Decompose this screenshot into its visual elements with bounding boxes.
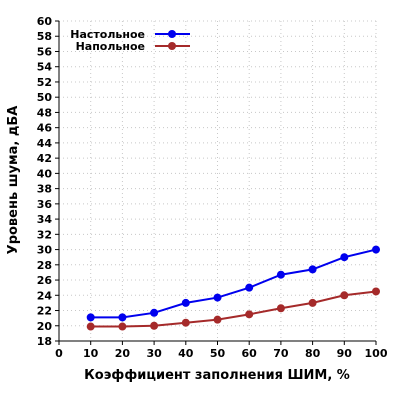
y-tick-label: 60 [37,15,53,28]
data-point [118,322,127,331]
x-tick-label: 10 [83,347,99,360]
y-tick-label: 50 [37,91,53,104]
data-point [213,315,222,324]
y-tick-label: 48 [37,106,52,119]
data-point [245,310,254,319]
data-point [181,298,190,307]
data-point [150,321,159,330]
series-line-2 [90,290,377,328]
y-tick-label: 22 [37,305,52,318]
y-tick-label: 54 [37,61,53,74]
x-tick-label: 60 [242,347,258,360]
data-point [276,270,285,279]
y-tick-label: 32 [37,228,52,241]
data-point [245,283,254,292]
legend-label: Настольное [70,28,145,41]
x-tick-label: 80 [305,347,321,360]
data-point [308,298,317,307]
legend-swatch-marker [168,42,176,50]
x-tick-label: 70 [273,347,289,360]
legend-swatch-marker [168,30,176,38]
y-tick-label: 42 [37,152,52,165]
data-point [340,291,349,300]
y-tick-label: 46 [37,122,53,135]
x-tick-label: 20 [115,347,131,360]
y-tick-label: 26 [37,274,53,287]
data-point [181,318,190,327]
x-tick-label: 50 [210,347,226,360]
series-group [86,245,380,331]
y-tick-label: 24 [37,289,53,302]
x-tick-label: 90 [337,347,353,360]
x-tick-label: 0 [55,347,63,360]
data-point [372,287,380,296]
data-point [276,304,285,313]
x-axis-title: Коэффициент заполнения ШИМ, % [84,368,350,383]
y-tick-label: 52 [37,76,52,89]
y-axis-title: Уровень шума, дБА [6,106,21,255]
y-tick-label: 40 [37,167,53,180]
data-point [86,313,95,322]
y-tick-label: 44 [37,137,53,150]
data-point [308,265,317,274]
y-tick-label: 20 [37,320,53,333]
x-tick-label: 40 [178,347,194,360]
data-point [340,253,349,262]
y-tick-label: 36 [37,198,53,211]
y-tick-label: 56 [37,45,53,58]
data-point [150,308,159,317]
y-tick-label: 34 [37,213,53,226]
y-tick-label: 30 [37,244,53,257]
x-tick-label: 100 [365,347,388,360]
legend-label: Напольное [76,40,145,53]
y-tick-label: 38 [37,183,52,196]
axes: 0 10 20 30 40 50 60 70 80 90 100 18 20 22 24 26 28 30 32 34… [37,15,388,360]
series-line-1 [90,248,377,319]
data-point [372,245,380,254]
y-tick-label: 28 [37,259,52,272]
y-tick-label: 58 [37,30,52,43]
data-point [213,293,222,302]
y-tick-label: 18 [37,335,52,348]
data-point [86,322,95,331]
data-point [118,313,127,322]
x-tick-label: 30 [146,347,162,360]
grid [59,20,377,341]
